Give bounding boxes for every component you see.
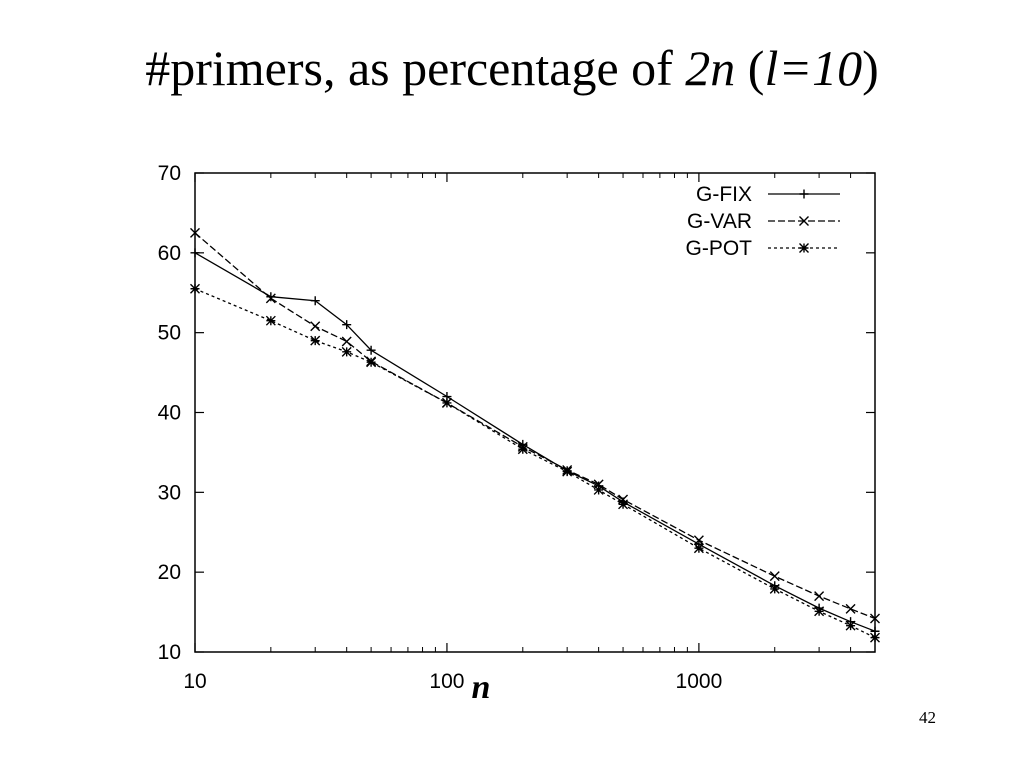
x-tick-label: 100 <box>429 670 464 693</box>
data-point-g-pot <box>441 397 452 408</box>
series-g-var <box>190 227 880 624</box>
data-point-g-pot <box>618 499 629 510</box>
title-prefix: #primers, as percentage of <box>145 40 686 96</box>
data-point-g-var <box>870 613 880 624</box>
data-point-g-pot <box>341 346 352 357</box>
data-point-g-fix <box>342 320 352 330</box>
data-point-g-pot <box>562 466 573 477</box>
series-g-pot <box>190 283 880 643</box>
legend-label-g-var: G-VAR <box>687 210 752 233</box>
data-point-g-pot <box>190 283 200 294</box>
data-point-g-pot <box>870 632 880 643</box>
data-point-g-pot <box>517 444 528 455</box>
title-em-2n: 2n <box>685 40 736 96</box>
legend-label-g-fix: G-FIX <box>696 183 752 206</box>
data-point-g-fix <box>266 292 276 302</box>
data-point-g-var <box>693 535 704 546</box>
title-em-l: l=10 <box>764 40 863 96</box>
series-layer <box>190 227 880 643</box>
data-point-g-var <box>341 336 352 347</box>
data-point-g-var <box>845 603 856 614</box>
y-tick-label: 70 <box>158 162 181 185</box>
data-point-g-pot <box>814 606 825 617</box>
data-point-g-var <box>265 293 276 304</box>
data-point-g-var <box>814 591 825 602</box>
data-point-g-pot <box>845 620 856 631</box>
data-point-g-pot <box>310 335 321 346</box>
plot-frame <box>194 172 876 653</box>
data-point-g-pot <box>593 484 604 495</box>
legend-marker-g-fix <box>799 189 809 199</box>
legend-marker-g-var <box>799 216 809 226</box>
slide-title: #primers, as percentage of 2n (l=10) <box>0 38 1024 98</box>
y-tick-label: 40 <box>158 402 181 425</box>
data-point-g-fix <box>310 296 320 306</box>
page-number: 42 <box>919 708 936 727</box>
series-line-g-var <box>194 232 876 620</box>
legend: G-FIX G-VAR G-POT <box>686 183 840 260</box>
y-tick-label: 50 <box>158 322 181 345</box>
data-point-g-pot <box>265 315 276 326</box>
data-point-g-var <box>769 571 780 582</box>
data-point-g-fix <box>190 248 200 258</box>
data-point-g-pot <box>693 543 704 554</box>
x-tick-label: 10 <box>183 670 206 693</box>
x-axis-label: n <box>472 669 491 706</box>
legend-label-g-pot: G-POT <box>686 237 753 260</box>
axes-layer: 10 20 30 40 50 60 70 10 100 1000 <box>158 162 876 693</box>
title-mid: ( <box>735 40 765 96</box>
y-tick-label: 20 <box>158 561 181 584</box>
y-tick-label: 60 <box>158 242 181 265</box>
y-tick-label: 10 <box>158 641 181 664</box>
data-point-g-var <box>310 321 321 332</box>
data-point-g-pot <box>769 583 780 594</box>
data-point-g-pot <box>366 357 377 368</box>
title-suffix: ) <box>862 40 879 96</box>
data-point-g-fix <box>366 345 376 355</box>
y-tick-label: 30 <box>158 481 181 504</box>
legend-marker-g-pot <box>799 243 809 253</box>
data-point-g-var <box>190 227 200 238</box>
x-tick-label: 1000 <box>676 670 723 693</box>
